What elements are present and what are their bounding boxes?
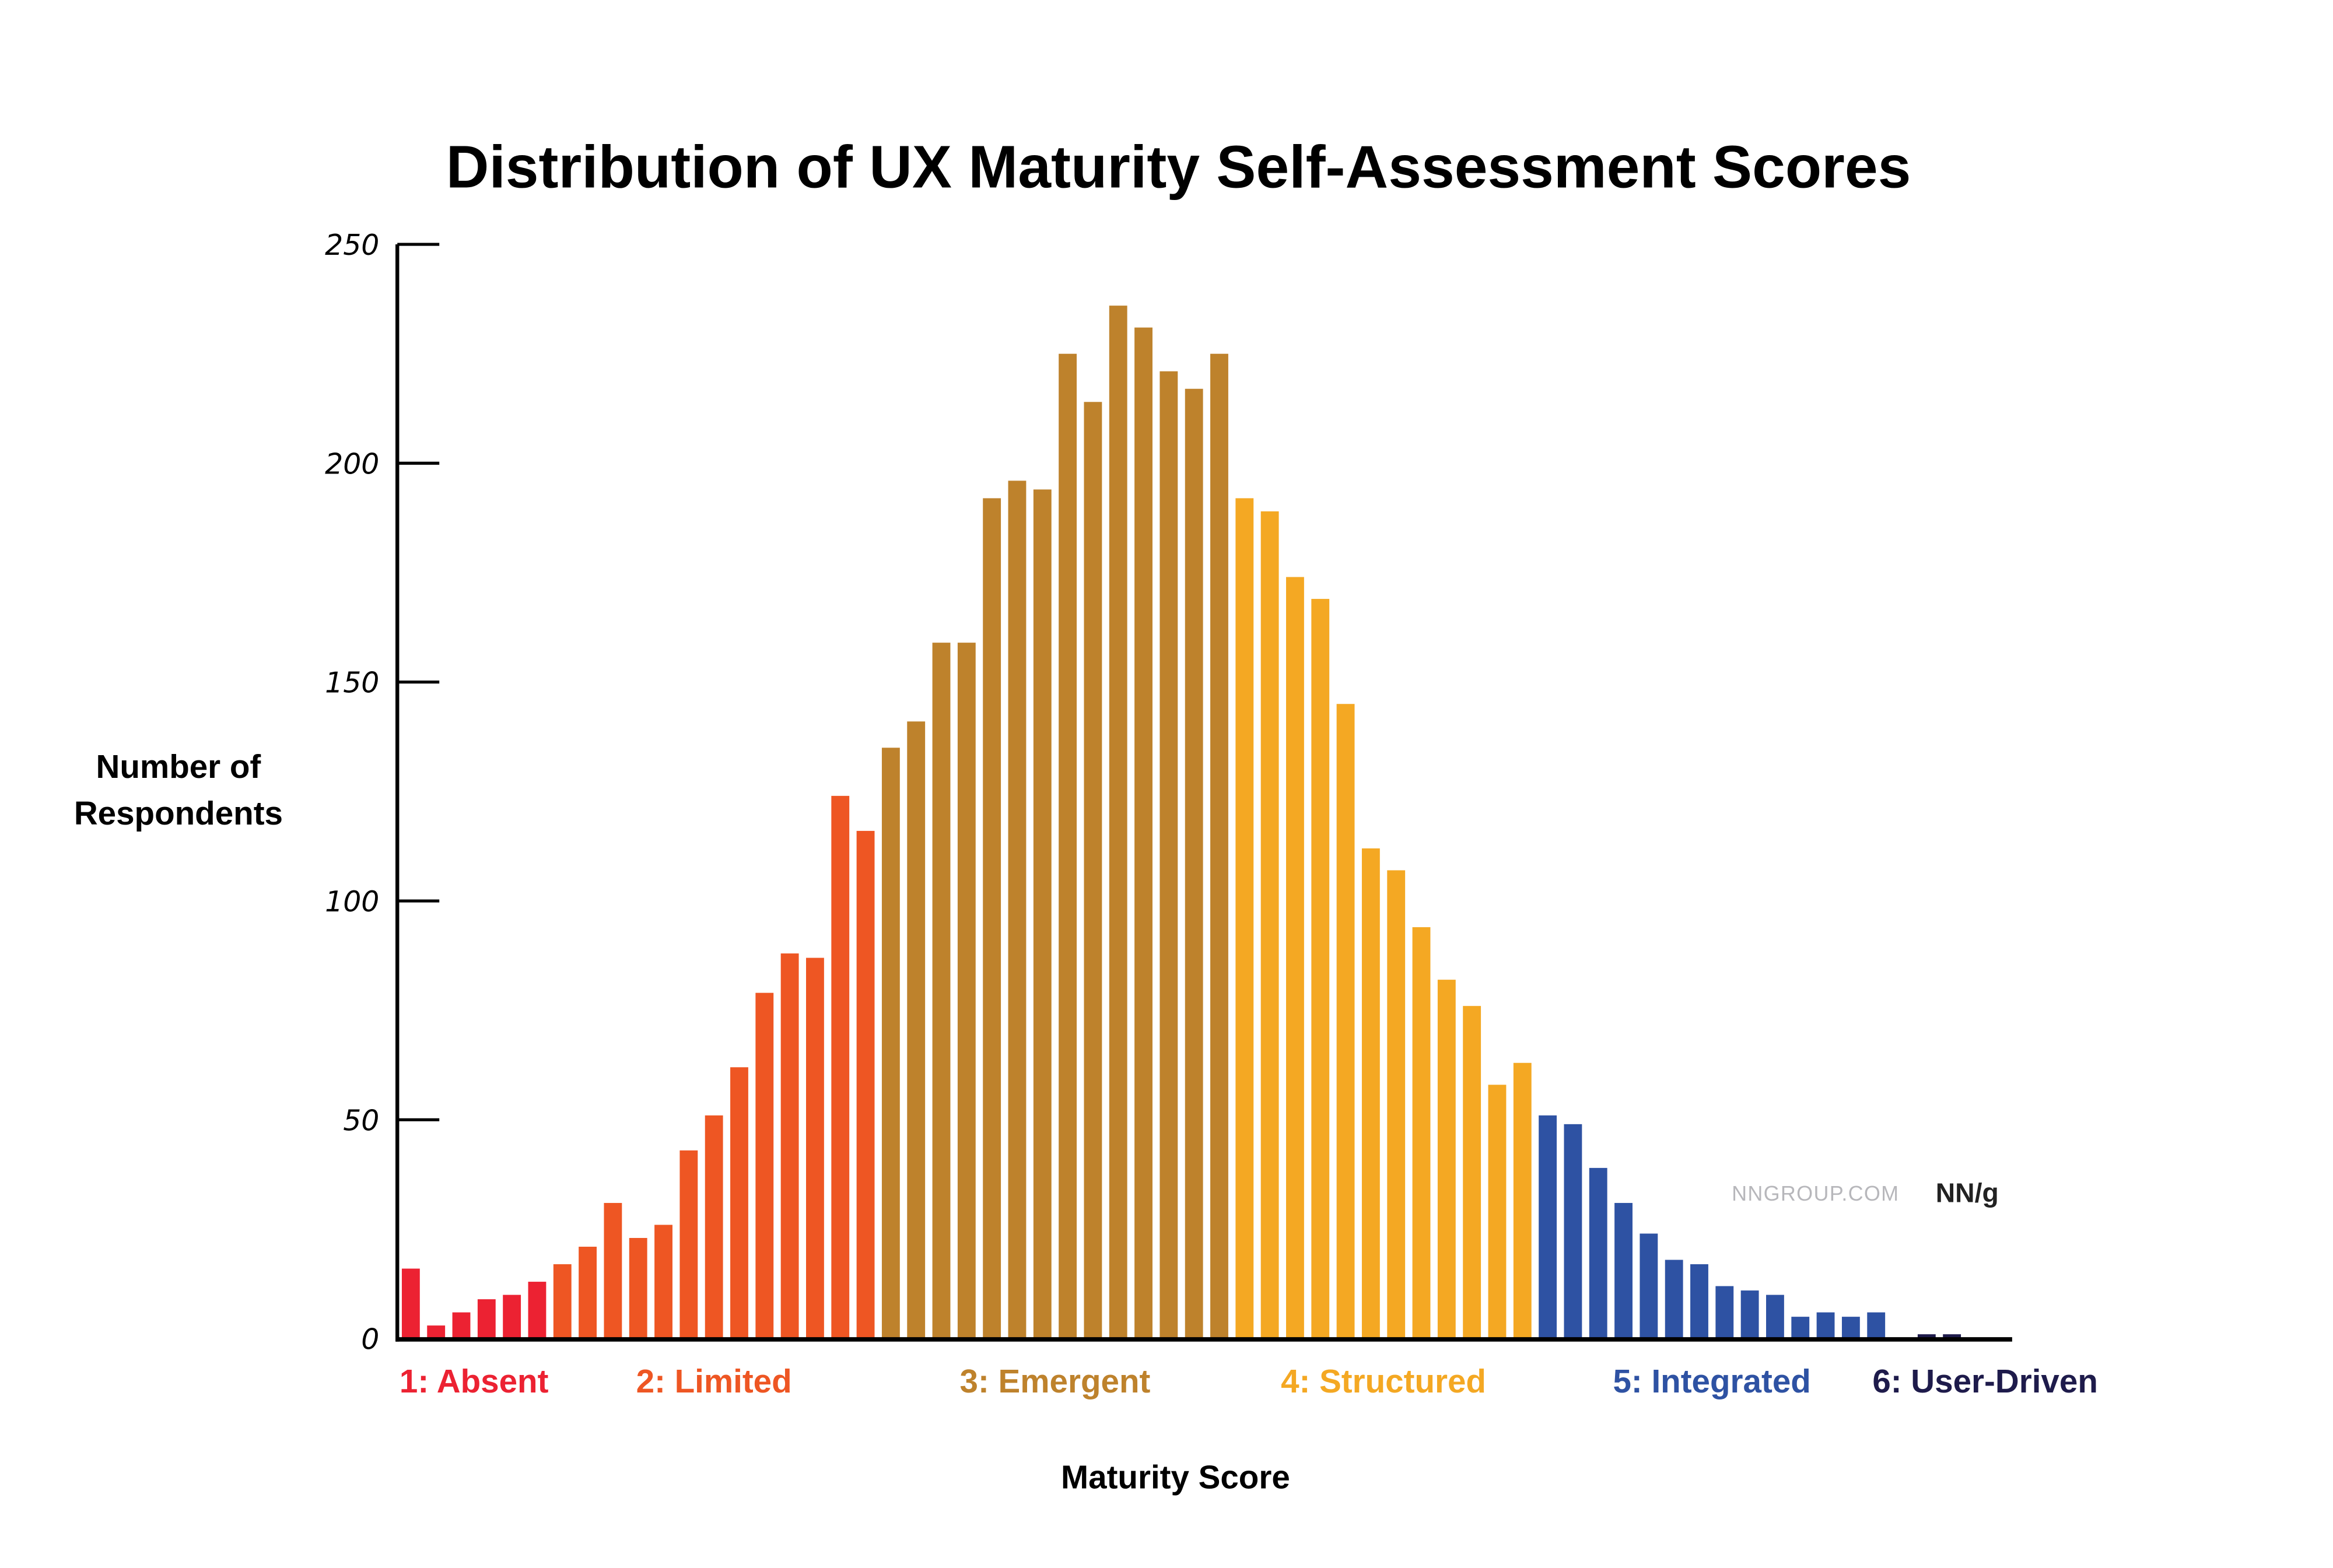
bar-5-14 <box>1867 1312 1886 1339</box>
group-label-1: 1: Absent <box>400 1363 549 1399</box>
bar-5-3 <box>1589 1167 1607 1339</box>
bar-4-4 <box>1311 599 1330 1339</box>
group-label-4: 4: Structured <box>1281 1363 1486 1399</box>
y-tick-label: 50 <box>343 1104 379 1137</box>
bar-5-12 <box>1816 1312 1835 1339</box>
bar-3-5 <box>983 498 1001 1339</box>
y-tick-label: 250 <box>325 229 379 262</box>
bar-2-11 <box>806 957 824 1339</box>
bar-5-7 <box>1690 1264 1708 1339</box>
y-tick-label: 200 <box>325 447 379 480</box>
bar-1-5 <box>503 1295 521 1339</box>
bar-5-8 <box>1715 1286 1734 1339</box>
group-label-6: 6: User-Driven <box>1872 1363 2098 1399</box>
bar-4-2 <box>1260 511 1279 1339</box>
bar-4-12 <box>1513 1062 1532 1339</box>
bar-2-7 <box>705 1115 723 1339</box>
bar-3-8 <box>1059 353 1077 1339</box>
bar-5-10 <box>1766 1295 1784 1339</box>
bar-2-4 <box>629 1238 647 1339</box>
bar-5-11 <box>1791 1317 1810 1339</box>
group-labels: 1: Absent 2: Limited 3: Emergent 4: Structu… <box>400 1363 2098 1399</box>
bar-4-5 <box>1336 704 1355 1339</box>
bar-1-6 <box>528 1282 547 1339</box>
group-label-3: 3: Emergent <box>960 1363 1151 1399</box>
bar-3-9 <box>1084 402 1102 1339</box>
bar-3-10 <box>1109 306 1127 1339</box>
y-tick-label: 0 <box>361 1323 379 1356</box>
bar-5-4 <box>1614 1202 1633 1339</box>
bar-4-3 <box>1286 577 1304 1339</box>
bar-2-1 <box>553 1264 572 1339</box>
bar-2-3 <box>604 1202 622 1339</box>
bar-3-14 <box>1210 353 1228 1339</box>
group-label-2: 2: Limited <box>636 1363 792 1399</box>
bar-2-2 <box>579 1247 597 1339</box>
y-tick-label: 150 <box>325 667 379 700</box>
bar-3-2 <box>907 721 926 1339</box>
bar-2-5 <box>654 1225 672 1339</box>
watermark-site: NNGROUP.COM <box>1732 1181 1899 1205</box>
bar-5-1 <box>1539 1115 1557 1339</box>
chart-title: Distribution of UX Maturity Self-Assessm… <box>446 133 1911 200</box>
bar-4-6 <box>1361 848 1380 1339</box>
bar-3-4 <box>957 643 976 1339</box>
bar-2-9 <box>755 992 774 1339</box>
bar-3-7 <box>1033 489 1052 1339</box>
bar-5-9 <box>1740 1290 1759 1339</box>
group-label-5: 5: Integrated <box>1613 1363 1810 1399</box>
bar-2-8 <box>730 1067 748 1339</box>
bar-1-2 <box>427 1325 446 1339</box>
bar-3-11 <box>1134 327 1153 1339</box>
bar-3-6 <box>1008 480 1027 1339</box>
bar-1-1 <box>401 1268 420 1339</box>
y-axis-label-line2: Respondents <box>74 795 283 832</box>
y-axis-label: Number of <box>96 748 261 785</box>
bar-5-2 <box>1564 1124 1582 1339</box>
bar-6-2 <box>1917 1334 1936 1339</box>
bar-4-11 <box>1488 1085 1507 1339</box>
bar-3-13 <box>1185 388 1203 1339</box>
x-axis-label: Maturity Score <box>1061 1459 1290 1496</box>
bar-4-10 <box>1463 1006 1481 1339</box>
bar-2-6 <box>679 1150 698 1339</box>
y-axis-ticks: 0 50 100 150 200 250 <box>325 229 440 1356</box>
bar-1-4 <box>477 1299 496 1339</box>
bar-4-7 <box>1387 870 1406 1339</box>
bar-3-12 <box>1160 371 1178 1339</box>
bar-5-6 <box>1665 1260 1683 1339</box>
bar-4-9 <box>1437 980 1456 1339</box>
bar-1-3 <box>452 1312 471 1339</box>
y-tick-label: 100 <box>325 885 379 918</box>
bar-5-5 <box>1640 1233 1658 1339</box>
bar-4-1 <box>1235 498 1254 1339</box>
bar-6-3 <box>1943 1334 1961 1339</box>
bar-2-13 <box>856 830 875 1339</box>
bar-5-13 <box>1841 1317 1860 1339</box>
bar-3-1 <box>881 748 900 1339</box>
nng-logo: NN/g <box>1936 1178 1999 1208</box>
bars <box>401 306 1961 1339</box>
bar-4-8 <box>1412 927 1431 1339</box>
bar-3-3 <box>932 643 951 1339</box>
bar-2-10 <box>780 953 799 1339</box>
bar-2-12 <box>831 795 850 1339</box>
